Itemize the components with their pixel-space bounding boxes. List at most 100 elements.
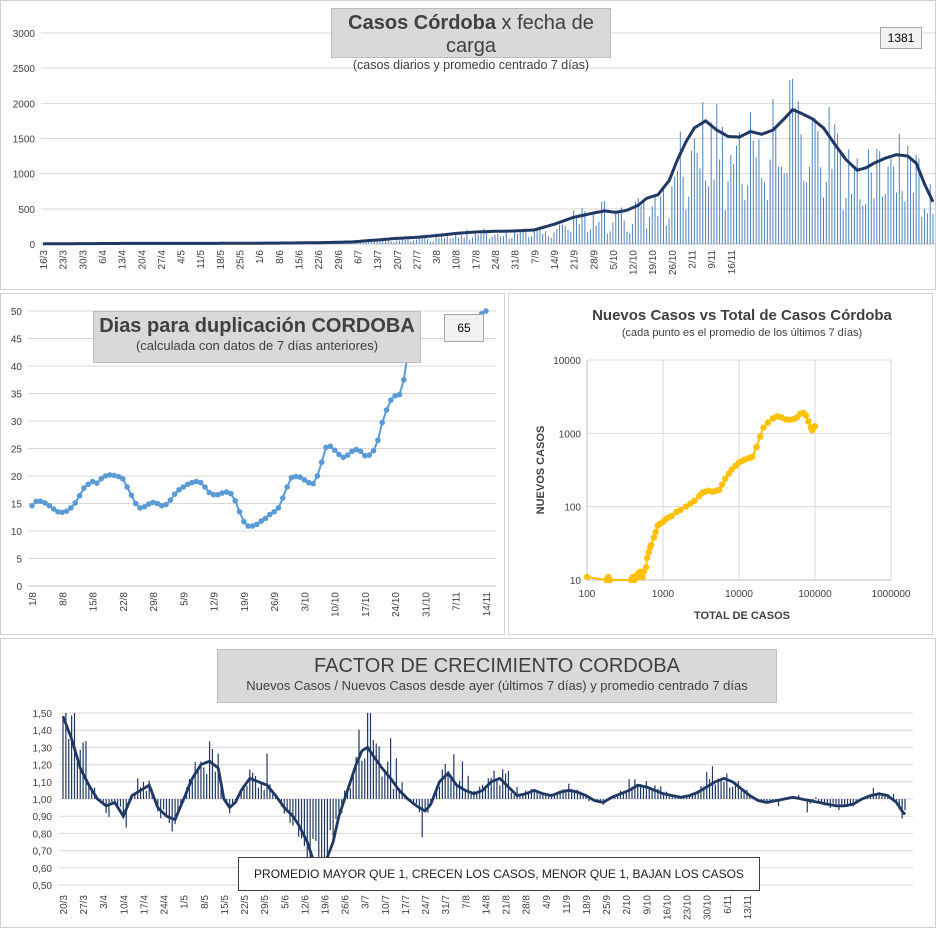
- x-tick-label: 24/7: [421, 895, 432, 915]
- doubling-point: [331, 447, 338, 453]
- x-tick-label: 26/6: [341, 895, 352, 915]
- x-tick-label: 15/8: [89, 592, 100, 612]
- scatter-point: [691, 497, 698, 505]
- doubling-point: [150, 499, 156, 506]
- x-tick-label: 12/6: [300, 895, 311, 915]
- x-tick-label: 11/5: [196, 250, 207, 269]
- doubling-title-box: Dias para duplicación CORDOBA (calculada…: [93, 311, 421, 363]
- doubling-point: [42, 500, 48, 506]
- x-tick-label: 7/8: [461, 895, 472, 909]
- doubling-point: [310, 480, 316, 487]
- doubling-point: [176, 486, 182, 493]
- x-tick-label: 26/10: [668, 250, 679, 275]
- doubling-point: [375, 437, 381, 444]
- x-tick-label: 17/8: [471, 250, 482, 270]
- x-tick-label: 31/7: [441, 895, 452, 915]
- doubling-point: [249, 523, 256, 529]
- doubling-point: [76, 493, 83, 499]
- doubling-point: [55, 508, 61, 515]
- doubling-point: [362, 452, 368, 459]
- x-tick-label: 15/6: [294, 250, 305, 270]
- x-tick-label: 26/9: [270, 592, 281, 612]
- scatter-point: [753, 443, 760, 451]
- doubling-subtitle: (calculada con datos de 7 días anteriore…: [135, 338, 379, 353]
- y-tick-label: 40: [11, 362, 23, 373]
- doubling-point: [370, 447, 377, 454]
- scatter-point: [682, 503, 690, 510]
- x-tick-label: 6/7: [353, 250, 364, 264]
- doubling-point: [102, 473, 109, 479]
- x-tick-label: 2/10: [622, 895, 633, 915]
- doubling-point: [163, 501, 169, 508]
- daily-cases-chart: 0 500 1000 1500 2000 2500 3000 16/3 23/3 30/3 6/4 1…: [0, 0, 936, 290]
- x-tick-label: 27/4: [157, 250, 168, 270]
- new-vs-total-title: Nuevos Casos vs Total de Casos Córdoba: [592, 307, 892, 324]
- x-tick-label: 21/9: [570, 250, 581, 270]
- x-tick-label: 22/8: [119, 592, 130, 612]
- doubling-days-chart: 0 5 10 15 20 25 30 35 40 45 50 1/8 8/8 15/8 22/8 29/8 5/…: [0, 293, 505, 635]
- x-tick-label: 20/4: [137, 250, 148, 270]
- average-line: [42, 107, 935, 246]
- y-tick-label: 20: [11, 472, 23, 483]
- scatter-point: [811, 423, 819, 430]
- x-tick-label: 3/8: [432, 250, 443, 264]
- x-tick-label: 12/9: [210, 592, 221, 612]
- x-tick-label: 8/5: [200, 895, 211, 909]
- x-tick-label: 10/4: [119, 895, 130, 915]
- y-tick-label: 100: [564, 503, 581, 514]
- doubling-point: [197, 479, 204, 486]
- scatter-point: [718, 481, 726, 488]
- y-tick-label: 5: [16, 555, 22, 566]
- daily-cases-plot: 0 500 1000 1500 2000 2500 3000 16/3 23/3 30/3 6/4 1…: [13, 29, 935, 275]
- y-tick-label: 0,80: [33, 829, 53, 840]
- x-tick-label: 9/11: [707, 250, 718, 269]
- scatter-point: [668, 512, 675, 520]
- y-tick-label: 15: [11, 500, 23, 511]
- doubling-point: [223, 489, 230, 495]
- doubling-point: [68, 505, 74, 511]
- x-tick-label: 6/4: [98, 250, 109, 264]
- doubling-point: [262, 515, 269, 522]
- x-tick-label: 27/7: [412, 250, 423, 270]
- x-tick-label: 1000000: [872, 589, 911, 600]
- x-tick-label: 3/7: [361, 895, 372, 909]
- growth-subtitle: Nuevos Casos / Nuevos Casos desde ayer (…: [246, 678, 748, 693]
- latest-cases-badge: 1381: [880, 27, 922, 49]
- scatter-point: [764, 419, 772, 426]
- doubling-point: [137, 505, 143, 511]
- y-tick-label: 1500: [13, 135, 36, 146]
- x-tick-label: 14/9: [550, 250, 561, 270]
- daily-cases-title-bold: Casos Córdoba: [348, 12, 496, 34]
- x-tick-label: 11/9: [562, 895, 573, 914]
- doubling-point: [81, 485, 87, 491]
- doubling-point: [180, 484, 187, 490]
- y-tick-label: 1000: [13, 170, 36, 181]
- y-tick-label: 2000: [13, 99, 36, 110]
- doubling-point: [210, 491, 217, 498]
- scatter-point: [756, 433, 764, 440]
- x-tick-label: 22/5: [240, 895, 251, 915]
- doubling-point: [258, 518, 264, 524]
- x-tick-label: 24/4: [160, 895, 171, 915]
- scatter-point: [583, 573, 591, 581]
- doubling-point: [107, 472, 113, 478]
- x-tick-label: 10000: [725, 589, 753, 600]
- doubling-point: [284, 484, 290, 490]
- doubling-point: [228, 490, 234, 497]
- new-vs-total-xlabel: TOTAL DE CASOS: [694, 610, 790, 622]
- x-tick-label: 10/7: [381, 895, 392, 915]
- doubling-point: [219, 490, 226, 496]
- doubling-point: [85, 481, 92, 488]
- x-tick-label: 18/5: [216, 250, 227, 270]
- doubling-point: [29, 502, 35, 509]
- y-tick-label: 0: [29, 240, 35, 251]
- doubling-point: [241, 518, 247, 525]
- x-tick-label: 19/9: [240, 592, 251, 612]
- x-tick-label: 18/9: [582, 895, 593, 915]
- x-tick-label: 28/9: [589, 250, 600, 270]
- doubling-point: [396, 391, 403, 398]
- growth-factor-chart: 0,50 0,60 0,70 0,80 0,90 1,00 1,10 1,20 1,30 1,40…: [0, 638, 936, 928]
- doubling-point: [379, 419, 386, 426]
- x-tick-label: 20/7: [393, 250, 404, 270]
- scatter-point: [644, 554, 651, 562]
